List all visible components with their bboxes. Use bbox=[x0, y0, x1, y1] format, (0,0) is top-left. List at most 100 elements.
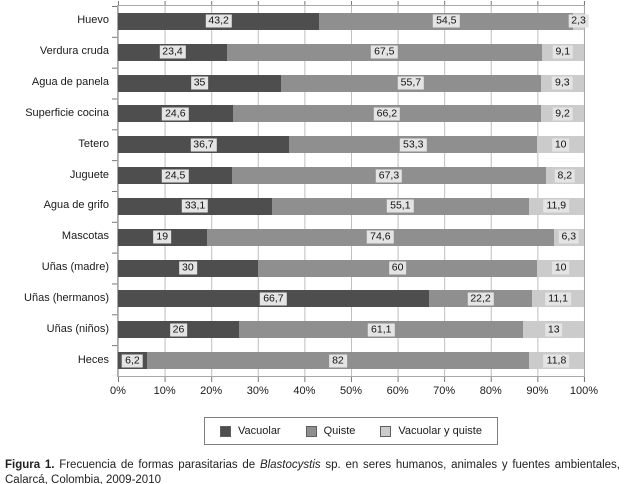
value-label: 11,1 bbox=[545, 292, 571, 306]
bar-segment-quiste: 82 bbox=[146, 352, 529, 370]
value-label: 6,2 bbox=[122, 354, 143, 368]
legend-wrap: Vacuolar Quiste Vacuolar y quiste bbox=[118, 417, 584, 445]
bottom-tick-marks bbox=[118, 377, 585, 382]
bar-track: 33,1 55,1 11,9 bbox=[118, 197, 584, 215]
bar-segment-vacuolar-y-quiste: 6,3 bbox=[554, 228, 584, 246]
bar-segment-vacuolar-y-quiste: 11,1 bbox=[532, 290, 584, 308]
legend-swatch-icon bbox=[380, 425, 392, 437]
category-label: Heces bbox=[77, 353, 109, 366]
bar-segment-quiste: 22,2 bbox=[428, 290, 533, 308]
bar-segment-quiste: 60 bbox=[257, 259, 538, 277]
x-tick-label: 10% bbox=[153, 385, 176, 397]
bar-segment-vacuolar-y-quiste: 11,8 bbox=[529, 352, 584, 370]
bar-segment-vacuolar: 36,7 bbox=[118, 136, 290, 154]
value-label: 11,8 bbox=[543, 354, 570, 368]
value-label: 26 bbox=[169, 323, 188, 337]
x-tick-label: 50% bbox=[339, 385, 363, 397]
legend: Vacuolar Quiste Vacuolar y quiste bbox=[204, 417, 498, 445]
value-label: 24,5 bbox=[161, 169, 189, 183]
bar-segment-vacuolar: 66,7 bbox=[118, 290, 429, 308]
bar-segment-vacuolar: 6,2 bbox=[118, 352, 147, 370]
value-label: 36,7 bbox=[190, 138, 217, 152]
value-label: 61,1 bbox=[368, 323, 395, 337]
value-label: 2,3 bbox=[568, 14, 589, 28]
bar-track: 19 74,6 6,3 bbox=[118, 228, 584, 246]
bar-row: 23,4 67,5 9,1 bbox=[118, 37, 584, 68]
value-label: 66,2 bbox=[373, 107, 401, 121]
bar-row: 30 60 10 bbox=[118, 253, 584, 284]
value-label: 23,4 bbox=[159, 45, 186, 59]
category-label: Uñas (niños) bbox=[46, 322, 109, 335]
value-label: 55,1 bbox=[387, 199, 414, 213]
legend-label: Vacuolar y quiste bbox=[398, 425, 482, 437]
x-tick-label: 100% bbox=[569, 385, 599, 397]
bar-track: 43,2 54,5 2,3 bbox=[118, 12, 589, 30]
bar-segment-vacuolar-y-quiste: 10 bbox=[537, 136, 584, 154]
legend-label: Quiste bbox=[323, 425, 356, 437]
bar-segment-vacuolar: 26 bbox=[118, 321, 240, 339]
value-label: 6,3 bbox=[558, 230, 580, 244]
bar-segment-quiste: 55,7 bbox=[281, 74, 541, 92]
top-tick-marks bbox=[118, 1, 585, 5]
bar-segment-vacuolar: 19 bbox=[118, 228, 207, 246]
x-tick-label: 40% bbox=[293, 385, 316, 397]
bar-segment-quiste: 55,1 bbox=[272, 197, 529, 215]
bar-track: 36,7 53,3 10 bbox=[118, 136, 584, 154]
bar-segment-quiste: 66,2 bbox=[232, 105, 542, 123]
value-label: 33,1 bbox=[181, 199, 209, 213]
x-tick-label: 20% bbox=[200, 385, 223, 397]
bar-track: 6,2 82 11,8 bbox=[118, 352, 584, 370]
x-tick-label: 60% bbox=[386, 385, 409, 397]
value-label: 8,2 bbox=[554, 169, 576, 183]
legend-swatch-icon bbox=[305, 425, 317, 437]
bar-segment-vacuolar-y-quiste: 9,1 bbox=[541, 43, 584, 61]
value-label: 66,7 bbox=[260, 292, 287, 306]
value-label: 67,5 bbox=[371, 45, 398, 59]
value-label: 82 bbox=[329, 354, 347, 368]
category-label: Uñas (hermanos) bbox=[24, 291, 109, 304]
value-label: 22,2 bbox=[467, 292, 494, 306]
value-label: 55,7 bbox=[397, 76, 425, 90]
bar-segment-vacuolar: 30 bbox=[118, 259, 258, 277]
plot-area: 43,2 54,5 2,3 23,4 67,5 9,1 35 55,7 9,3 24,6 66,2 9… bbox=[112, 1, 589, 382]
bar-track: 35 55,7 9,3 bbox=[118, 74, 584, 92]
bar-row: 19 74,6 6,3 bbox=[118, 222, 584, 253]
bar-track: 23,4 67,5 9,1 bbox=[118, 43, 584, 61]
category-axis: Huevo Verdura cruda Agua de panela Superfic… bbox=[0, 5, 117, 377]
bar-segment-vacuolar-y-quiste: 13 bbox=[523, 321, 584, 339]
bar-segment-vacuolar: 24,6 bbox=[118, 105, 233, 123]
caption-label: Figura 1. bbox=[5, 459, 55, 471]
value-label: 9,3 bbox=[551, 76, 573, 90]
bar-row: 24,5 67,3 8,2 bbox=[118, 160, 584, 191]
bar-segment-vacuolar: 24,5 bbox=[118, 167, 233, 185]
value-label: 43,2 bbox=[205, 14, 232, 28]
bar-row: 26 61,1 13 bbox=[118, 314, 584, 345]
caption-text-post: sp. en seres humanos, animales y fuentes… bbox=[5, 459, 620, 484]
value-label: 10 bbox=[551, 138, 570, 152]
bar-segment-vacuolar-y-quiste: 9,2 bbox=[541, 105, 584, 123]
value-label: 24,6 bbox=[162, 107, 189, 121]
category-label: Uñas (madre) bbox=[41, 261, 109, 274]
legend-item: Quiste bbox=[305, 425, 356, 437]
category-label: Agua de panela bbox=[31, 76, 109, 89]
bar-track: 30 60 10 bbox=[118, 259, 584, 277]
bar-segment-vacuolar-y-quiste: 9,3 bbox=[540, 74, 584, 92]
category-label: Huevo bbox=[77, 14, 109, 27]
bar-segment-vacuolar: 35 bbox=[118, 74, 282, 92]
value-label: 9,1 bbox=[552, 45, 574, 59]
x-tick-label: 90% bbox=[526, 385, 549, 397]
legend-item: Vacuolar y quiste bbox=[380, 425, 482, 437]
legend-swatch-icon bbox=[220, 425, 231, 437]
bar-segment-vacuolar-y-quiste: 10 bbox=[537, 259, 584, 277]
value-label: 19 bbox=[153, 230, 172, 244]
bar-segment-vacuolar: 23,4 bbox=[118, 43, 228, 61]
bar-segment-vacuolar: 43,2 bbox=[118, 12, 320, 30]
figure-caption: Figura 1. Frecuencia de formas parasitar… bbox=[0, 458, 625, 484]
value-label: 10 bbox=[551, 261, 570, 275]
x-tick-label: 80% bbox=[479, 385, 502, 397]
value-label: 35 bbox=[190, 76, 209, 90]
bar-segment-vacuolar-y-quiste: 2,3 bbox=[568, 12, 589, 30]
bar-segment-vacuolar: 33,1 bbox=[118, 197, 273, 215]
bar-segment-quiste: 67,3 bbox=[232, 167, 546, 185]
value-label: 54,5 bbox=[433, 14, 460, 28]
